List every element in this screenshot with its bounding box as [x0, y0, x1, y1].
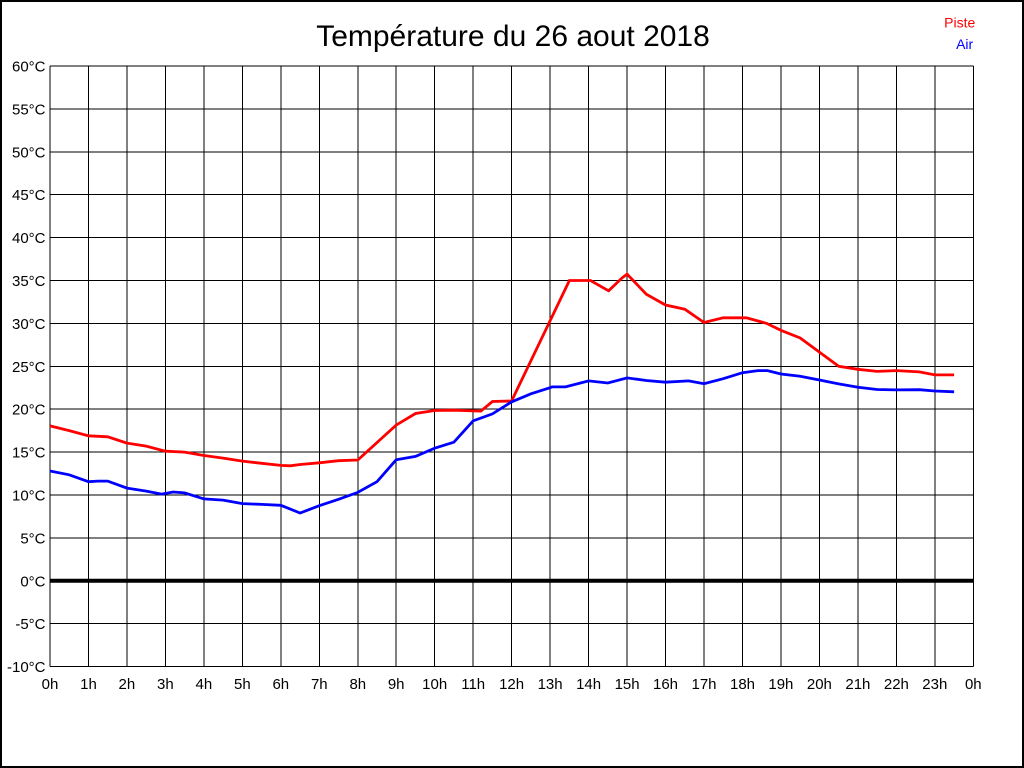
svg-text:7h: 7h [311, 676, 328, 693]
svg-text:9h: 9h [388, 676, 405, 693]
svg-text:3h: 3h [157, 676, 174, 693]
svg-text:15h: 15h [615, 676, 640, 693]
svg-text:22h: 22h [884, 676, 909, 693]
svg-text:0°C: 0°C [20, 573, 45, 590]
svg-text:5°C: 5°C [20, 530, 45, 547]
svg-text:-5°C: -5°C [15, 616, 45, 633]
svg-text:0h: 0h [965, 676, 982, 693]
svg-text:12h: 12h [499, 676, 524, 693]
svg-text:18h: 18h [730, 676, 755, 693]
svg-text:Piste: Piste [944, 15, 975, 31]
svg-text:19h: 19h [768, 676, 793, 693]
svg-text:0h: 0h [42, 676, 59, 693]
svg-text:17h: 17h [691, 676, 716, 693]
svg-text:-10°C: -10°C [7, 659, 46, 676]
svg-text:14h: 14h [576, 676, 601, 693]
svg-text:2h: 2h [119, 676, 136, 693]
svg-text:30°C: 30°C [12, 316, 46, 333]
svg-text:1h: 1h [80, 676, 97, 693]
svg-text:13h: 13h [538, 676, 563, 693]
svg-text:4h: 4h [196, 676, 213, 693]
svg-text:23h: 23h [922, 676, 947, 693]
svg-text:40°C: 40°C [12, 230, 46, 247]
svg-text:10h: 10h [422, 676, 447, 693]
svg-text:6h: 6h [272, 676, 289, 693]
svg-text:10°C: 10°C [12, 488, 46, 505]
svg-text:25°C: 25°C [12, 359, 46, 376]
svg-text:Air: Air [956, 36, 973, 52]
svg-text:16h: 16h [653, 676, 678, 693]
svg-text:20°C: 20°C [12, 402, 46, 419]
svg-text:8h: 8h [349, 676, 366, 693]
svg-text:35°C: 35°C [12, 273, 46, 290]
svg-text:15°C: 15°C [12, 445, 46, 462]
svg-text:Température du 26 aout 2018: Température du 26 aout 2018 [316, 20, 710, 53]
svg-text:45°C: 45°C [12, 187, 46, 204]
svg-text:11h: 11h [461, 676, 485, 693]
svg-text:55°C: 55°C [12, 101, 46, 118]
svg-text:21h: 21h [845, 676, 870, 693]
svg-text:5h: 5h [234, 676, 251, 693]
svg-text:20h: 20h [807, 676, 832, 693]
svg-text:60°C: 60°C [12, 59, 46, 76]
svg-text:50°C: 50°C [12, 144, 46, 161]
